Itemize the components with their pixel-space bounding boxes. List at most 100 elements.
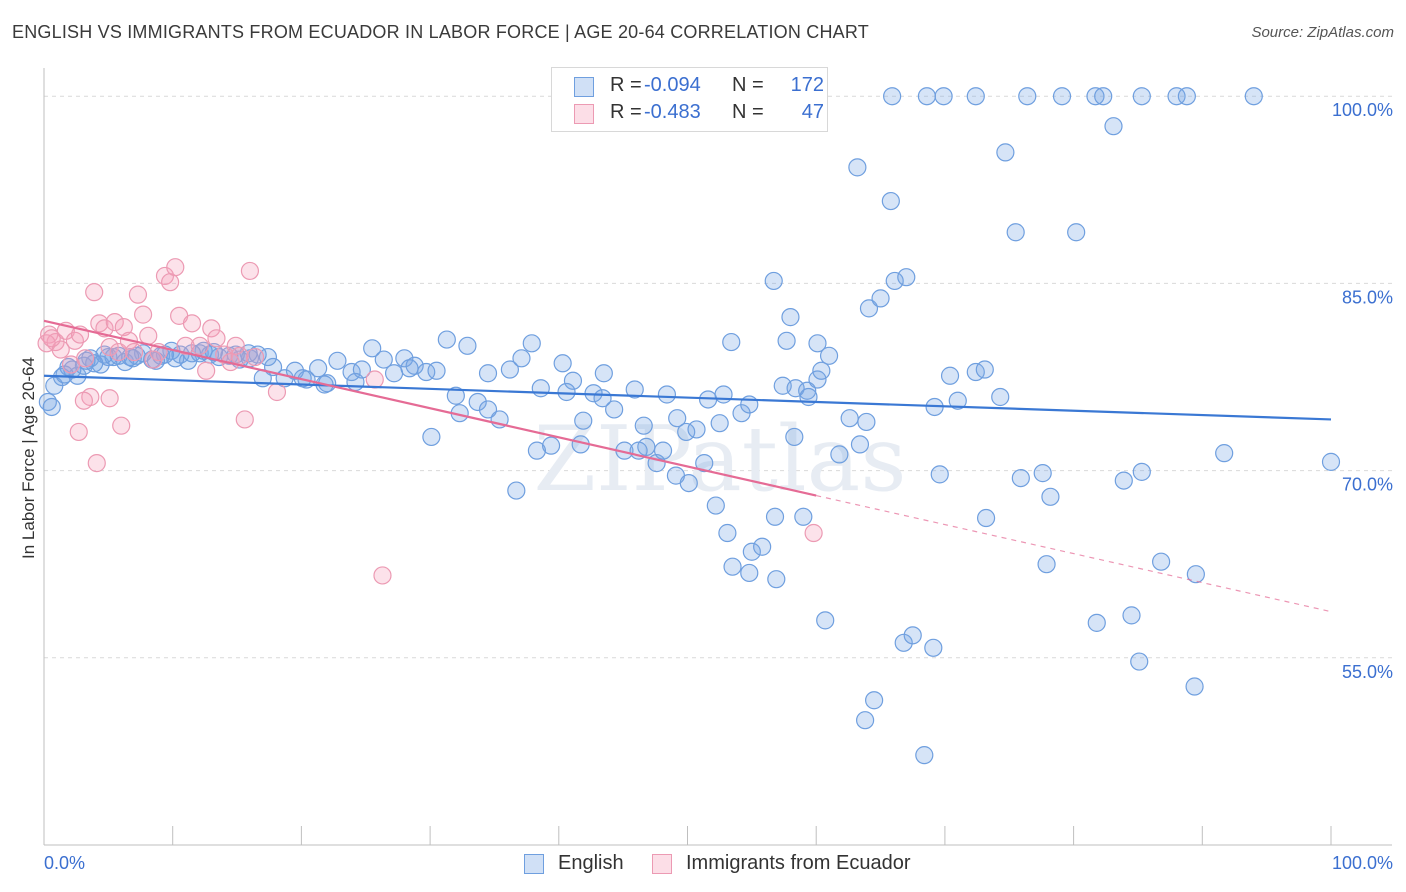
ecuador-point [804, 523, 823, 543]
ecuador-point [267, 382, 287, 402]
english-point [1122, 606, 1141, 625]
ecuador-point [76, 349, 95, 368]
english-point [859, 299, 879, 318]
ecuador-point [226, 336, 245, 355]
english-point [819, 346, 839, 365]
ecuador-point [139, 326, 158, 345]
english-point [764, 271, 783, 291]
english-point [446, 386, 465, 405]
english-point [850, 435, 870, 454]
english-point [816, 611, 835, 630]
english-point [668, 409, 687, 428]
english-point [740, 563, 759, 583]
ecuador-point [74, 391, 93, 410]
english-point [625, 380, 644, 399]
english-point [400, 359, 419, 378]
ecuador-point [202, 319, 221, 338]
legend-r-value-ecuador: -0.483 [644, 101, 701, 123]
english-point [458, 336, 477, 355]
english-point [1104, 117, 1123, 136]
english-point [808, 370, 827, 389]
trend-lines [43, 319, 1332, 613]
axes [43, 68, 1392, 846]
english-point [1011, 468, 1030, 488]
english-point [541, 436, 561, 455]
english-point [991, 387, 1010, 407]
english-point [478, 400, 498, 419]
english-point [468, 392, 487, 412]
english-point [427, 361, 446, 380]
english-point [897, 268, 916, 287]
english-point [531, 379, 550, 398]
trend-line-english [43, 374, 1332, 421]
english-point [1132, 462, 1151, 481]
ecuador-point [90, 314, 109, 333]
english-point [437, 330, 456, 349]
english-point [1130, 652, 1149, 671]
english-point [363, 339, 382, 358]
english-point [885, 271, 904, 291]
english-point [777, 331, 796, 350]
english-point [1114, 471, 1133, 490]
ecuador-point [85, 283, 104, 302]
english-point [798, 381, 817, 400]
english-point [996, 143, 1015, 162]
ecuador-point [114, 317, 133, 337]
legend-n-value-english: 172 [790, 74, 824, 96]
ecuador-point [124, 342, 144, 362]
english-point [1094, 87, 1113, 106]
english-point [527, 441, 547, 460]
ecuador-point [133, 305, 153, 324]
english-point [1132, 87, 1151, 106]
bottom-legend-swatch-ecuador [652, 854, 672, 874]
english-point [865, 691, 884, 710]
tick-labels: 100.0% 85.0% 70.0% 55.0% 0.0% 100.0% [44, 100, 1393, 873]
english-point [871, 289, 890, 308]
bottom-legend-label-ecuador: Immigrants from Ecuador [686, 852, 911, 874]
source-label: Source: ZipAtlas.com [1251, 24, 1394, 41]
english-point [1186, 565, 1205, 584]
ecuador-point [176, 336, 195, 355]
ecuador-point [166, 258, 185, 277]
english-point [830, 445, 849, 464]
english-point [722, 332, 741, 352]
series-ecuador [37, 258, 823, 585]
english-point [812, 361, 831, 380]
english-point [563, 371, 583, 390]
ecuador-point [37, 334, 56, 353]
series-english [38, 87, 1341, 765]
ecuador-point [69, 422, 88, 442]
english-point [1033, 464, 1052, 483]
english-point [328, 351, 347, 370]
english-point [1321, 452, 1341, 471]
english-point [975, 360, 994, 379]
english-point [522, 334, 541, 353]
english-point [574, 411, 593, 430]
legend-n-value-ecuador: 47 [801, 101, 824, 123]
english-point [781, 308, 800, 327]
english-point [714, 385, 733, 404]
english-point [395, 349, 414, 368]
y-tick-label: 70.0% [1342, 475, 1393, 495]
trend-line-ecuador-extension [816, 494, 1332, 613]
english-point [512, 349, 531, 368]
english-point [1177, 87, 1196, 106]
english-point [1041, 487, 1060, 506]
y-tick-label: 55.0% [1342, 662, 1393, 682]
english-point [723, 557, 742, 576]
english-point [346, 372, 365, 392]
english-point [857, 412, 876, 432]
english-point [718, 523, 737, 543]
ecuador-point [112, 416, 131, 435]
english-point [903, 626, 922, 645]
english-point [706, 496, 725, 515]
english-point [1152, 552, 1171, 571]
ecuador-point [128, 285, 148, 304]
english-point [840, 409, 859, 428]
ecuador-point [373, 566, 392, 585]
ecuador-point [182, 314, 202, 333]
english-point [917, 87, 936, 106]
bottom-legend-swatch-english [524, 854, 544, 874]
correlation-legend: R = -0.094 N = 172 R = -0.483 N = 47 [551, 67, 828, 132]
